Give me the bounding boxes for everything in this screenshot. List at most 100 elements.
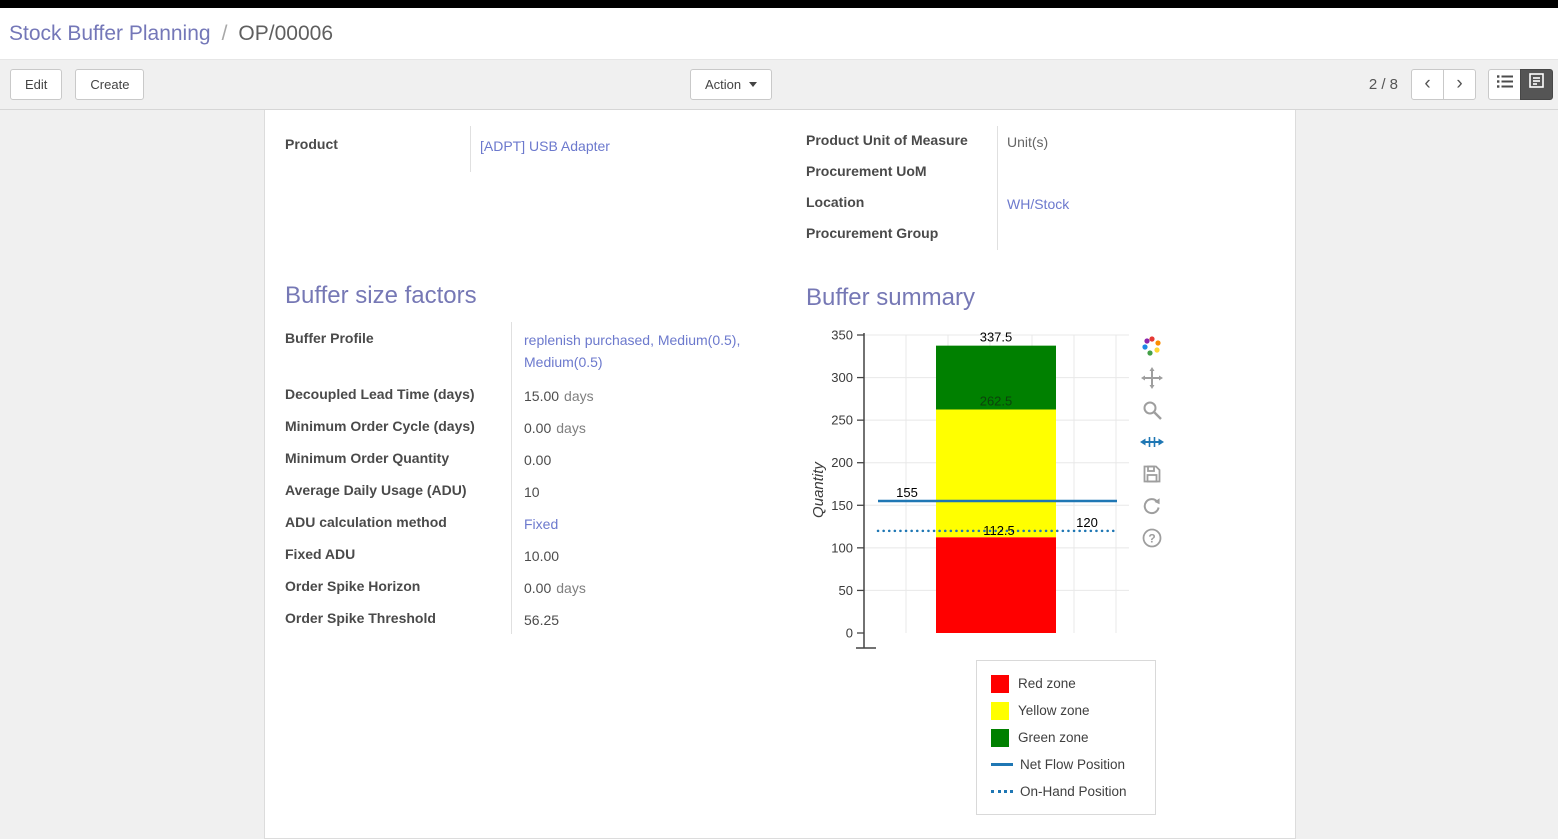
autoscale-icon[interactable] [1140,430,1164,454]
field-row-buffer-profile: Buffer Profile replenish purchased, Medi… [285,322,767,378]
field-value-location: WH/Stock [997,188,1278,219]
field-row-decoupled-lead-time: Decoupled Lead Time (days) 15.00 days [285,378,767,410]
svg-text:337.5: 337.5 [980,330,1013,345]
location-link[interactable]: WH/Stock [1007,196,1070,212]
buffer-summary-title: Buffer summary [806,284,975,311]
value-number: 15.00 [524,388,560,404]
control-bar: Edit Create Action 2 / 8 ‹ › [0,60,1558,110]
field-label-product: Product [285,136,338,152]
reset-icon[interactable] [1140,494,1164,518]
legend-label-red-zone: Red zone [1018,676,1076,691]
field-label-minimum-order-quantity: Minimum Order Quantity [285,450,450,466]
pager-and-view-switcher: 2 / 8 ‹ › [1369,69,1553,100]
field-label-order-spike-threshold: Order Spike Threshold [285,610,436,626]
field-value-procurement-group [997,219,1278,250]
value-number: 0.00 [524,580,552,596]
legend-item-yellow-zone[interactable]: Yellow zone [991,697,1155,724]
list-view-button[interactable] [1488,69,1521,100]
action-dropdown-button[interactable]: Action [690,69,773,100]
save-icon[interactable] [1140,462,1164,486]
field-label-minimum-order-cycle: Minimum Order Cycle (days) [285,418,475,434]
legend-item-red-zone[interactable]: Red zone [991,670,1155,697]
field-row-procurement-uom: Procurement UoM [806,157,1278,188]
buffer-size-factors-group: Buffer Profile replenish purchased, Medi… [285,322,767,634]
legend-item-net-flow-position[interactable]: Net Flow Position [991,751,1155,778]
field-label-order-spike-horizon: Order Spike Horizon [285,578,421,594]
svg-text:300: 300 [831,370,853,385]
pager-next-button[interactable]: › [1443,69,1476,100]
field-row-product-uom: Product Unit of Measure Unit(s) [806,126,1278,157]
field-value-buffer-profile: replenish purchased, Medium(0.5), Medium… [511,322,767,378]
field-label-product-uom: Product Unit of Measure [806,132,968,148]
svg-text:262.5: 262.5 [980,394,1013,409]
svg-text:155: 155 [896,485,918,500]
form-view-icon [1528,70,1545,99]
field-label-procurement-group: Procurement Group [806,225,939,241]
field-value-product: [ADPT] USB Adapter [470,126,743,172]
legend-item-on-hand-position[interactable]: On-Hand Position [991,778,1155,805]
field-row-order-spike-threshold: Order Spike Threshold 56.25 [285,602,767,634]
svg-text:150: 150 [831,498,853,513]
svg-text:112.5: 112.5 [983,523,1015,538]
form-view-button[interactable] [1520,69,1553,100]
svg-text:Quantity: Quantity [810,461,827,518]
on-hand-swatch [991,790,1013,793]
field-row-minimum-order-cycle: Minimum Order Cycle (days) 0.00 days [285,410,767,442]
top-nav-bar [0,0,1558,8]
record-buttons: Edit Create [10,69,145,100]
value-unit: days [556,580,586,596]
red-zone-swatch [991,674,1009,693]
form-sheet: Product [ADPT] USB Adapter Product Unit … [264,110,1296,839]
svg-text:?: ? [1148,532,1155,546]
legend-label-green-zone: Green zone [1018,730,1089,745]
value-number: 0.00 [524,420,552,436]
field-row-minimum-order-quantity: Minimum Order Quantity 0.00 [285,442,767,474]
legend-label-yellow-zone: Yellow zone [1018,703,1090,718]
adu-method-link[interactable]: Fixed [524,516,559,532]
chevron-right-icon: › [1456,73,1463,94]
field-value-order-spike-threshold: 56.25 [511,602,767,634]
green-zone-swatch [991,728,1009,747]
breadcrumb-parent-link[interactable]: Stock Buffer Planning [9,21,211,45]
buffer-summary-chart: 0 50 100 150 200 250 300 350 337.5 262.5 155 112.5 1… [810,330,1129,649]
product-field-group: Product [ADPT] USB Adapter [285,126,743,172]
svg-text:200: 200 [831,455,853,470]
legend-label-net-flow-position: Net Flow Position [1020,757,1126,772]
chart-legend: Red zone Yellow zone Green zone Net Flow… [976,660,1156,815]
field-value-average-daily-usage: 10 [511,474,767,506]
product-link[interactable]: [ADPT] USB Adapter [480,138,610,154]
field-label-fixed-adu: Fixed ADU [285,546,356,562]
buffer-size-factors-title: Buffer size factors [285,282,477,309]
pager-previous-button[interactable]: ‹ [1411,69,1444,100]
buffer-profile-link[interactable]: replenish purchased, Medium(0.5), Medium… [524,332,741,370]
caret-down-icon [749,82,758,87]
legend-label-on-hand-position: On-Hand Position [1020,784,1127,799]
field-label-average-daily-usage: Average Daily Usage (ADU) [285,482,467,498]
field-row-procurement-group: Procurement Group [806,219,1278,250]
zoom-icon[interactable] [1140,398,1164,422]
svg-text:250: 250 [831,413,853,428]
help-icon[interactable]: ? [1140,526,1164,550]
plotly-logo-icon[interactable] [1140,334,1164,358]
field-row-adu-calculation-method: ADU calculation method Fixed [285,506,767,538]
breadcrumb-separator: / [221,21,228,45]
uom-field-group: Product Unit of Measure Unit(s) Procurem… [806,126,1278,250]
field-label-decoupled-lead-time: Decoupled Lead Time (days) [285,386,475,402]
value-unit: days [556,420,586,436]
legend-item-green-zone[interactable]: Green zone [991,724,1155,751]
field-value-product-uom: Unit(s) [997,126,1278,157]
create-button[interactable]: Create [75,69,145,100]
field-row-location: Location WH/Stock [806,188,1278,219]
yellow-zone-swatch [991,701,1009,720]
svg-text:0: 0 [846,626,853,641]
field-label-procurement-uom: Procurement UoM [806,163,927,179]
field-row-order-spike-horizon: Order Spike Horizon 0.00 days [285,570,767,602]
breadcrumb-current: OP/00006 [238,21,333,45]
edit-button[interactable]: Edit [10,69,63,100]
breadcrumb: Stock Buffer Planning / OP/00006 [0,8,1558,60]
field-value-fixed-adu: 10.00 [511,538,767,570]
field-value-procurement-uom [997,157,1278,188]
field-value-adu-calculation-method: Fixed [511,506,767,538]
pan-icon[interactable] [1140,366,1164,390]
field-row-fixed-adu: Fixed ADU 10.00 [285,538,767,570]
